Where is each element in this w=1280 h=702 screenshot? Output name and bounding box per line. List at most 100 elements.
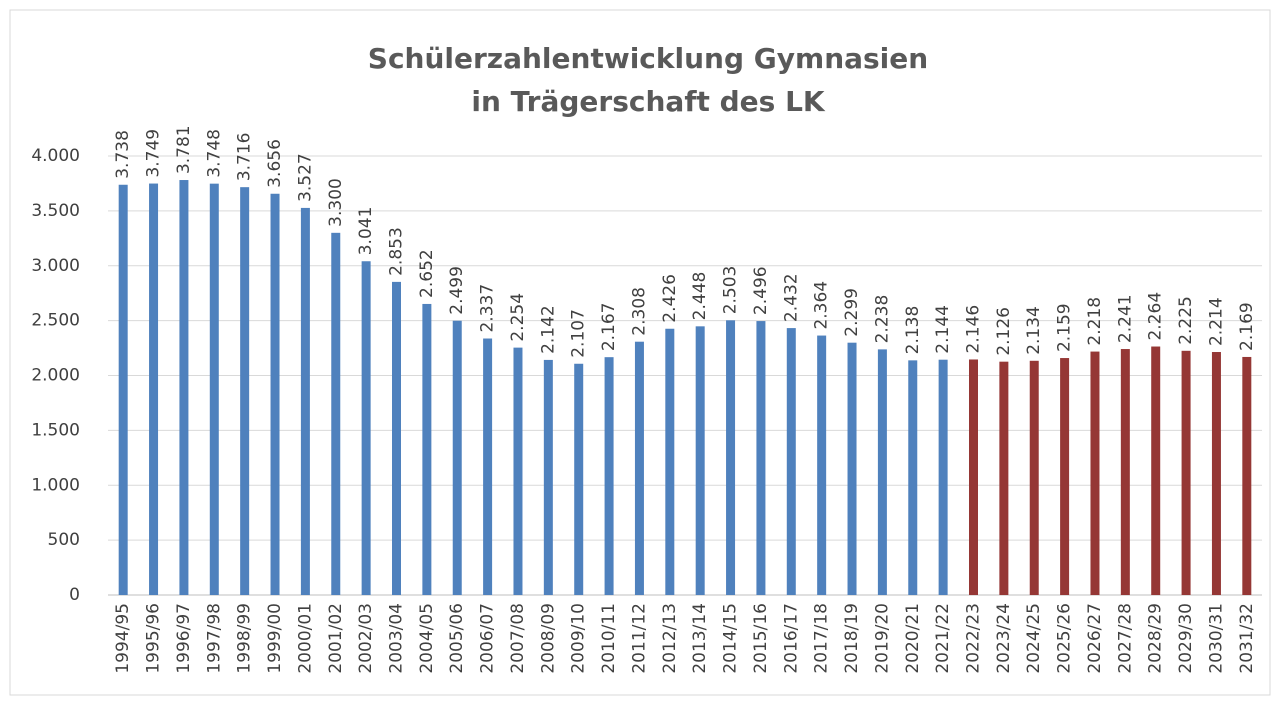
bar <box>513 347 523 595</box>
x-tick-label: 2025/26 <box>1055 603 1075 674</box>
data-label: 2.432 <box>781 273 801 322</box>
data-label: 3.716 <box>235 132 255 181</box>
bar <box>665 328 675 595</box>
data-label: 2.238 <box>872 295 892 344</box>
x-tick-label: 2005/06 <box>447 603 467 674</box>
x-tick-label: 2007/08 <box>508 603 528 674</box>
bar <box>1242 356 1252 595</box>
bar <box>847 342 857 595</box>
data-label: 2.254 <box>508 293 528 342</box>
data-label: 2.144 <box>933 305 953 354</box>
x-tick-label: 2031/32 <box>1237 603 1257 674</box>
x-tick-label: 2020/21 <box>903 603 923 674</box>
bar <box>756 321 766 595</box>
data-label: 2.299 <box>842 288 862 337</box>
chart-title: Schülerzahlentwicklung Gymnasien <box>368 42 928 75</box>
data-label: 2.337 <box>478 284 498 333</box>
bar <box>270 193 280 595</box>
x-tick-label: 2018/19 <box>842 603 862 674</box>
x-tick-label: 2019/20 <box>872 603 892 674</box>
y-tick-label: 0 <box>69 585 80 605</box>
bar <box>240 187 250 595</box>
x-tick-label: 2030/31 <box>1206 603 1226 674</box>
data-label: 3.748 <box>204 129 224 178</box>
data-label: 2.499 <box>447 266 467 315</box>
data-label: 2.448 <box>690 272 710 321</box>
bar <box>634 341 644 595</box>
bar <box>938 359 948 595</box>
bar <box>786 328 796 595</box>
x-tick-label: 2011/12 <box>629 603 649 674</box>
x-tick-label: 2023/24 <box>994 603 1014 674</box>
data-label: 2.652 <box>417 249 437 298</box>
bar <box>1060 358 1070 595</box>
x-tick-label: 2024/25 <box>1024 603 1044 674</box>
x-tick-label: 2009/10 <box>569 603 589 674</box>
bar <box>604 357 614 595</box>
bar <box>1090 351 1100 595</box>
data-label: 3.781 <box>174 125 194 174</box>
bar <box>300 207 310 595</box>
data-label: 2.146 <box>964 305 984 354</box>
x-tick-label: 2029/30 <box>1176 603 1196 674</box>
bar <box>452 320 462 595</box>
x-tick-label: 2012/13 <box>660 603 680 674</box>
data-label: 2.167 <box>599 302 619 351</box>
bar <box>969 359 978 595</box>
data-label: 2.159 <box>1055 303 1075 352</box>
x-tick-label: 2028/29 <box>1146 603 1166 674</box>
data-label: 2.241 <box>1115 294 1135 343</box>
bar <box>1029 360 1039 595</box>
bar <box>726 320 736 595</box>
x-tick-label: 2008/09 <box>538 603 558 674</box>
data-label: 3.738 <box>113 130 133 179</box>
bar <box>1151 346 1161 595</box>
x-tick-label: 2000/01 <box>295 603 315 674</box>
bar <box>877 349 887 595</box>
bar <box>1181 350 1191 595</box>
data-label: 2.264 <box>1146 292 1166 341</box>
x-tick-label: 2014/15 <box>721 603 741 674</box>
bar <box>1120 349 1130 595</box>
y-tick-label: 1.500 <box>31 420 80 440</box>
y-tick-label: 3.000 <box>31 256 80 276</box>
bar <box>392 281 401 595</box>
bar <box>118 184 128 595</box>
x-tick-label: 1997/98 <box>204 603 224 674</box>
data-label: 2.142 <box>538 305 558 354</box>
x-tick-label: 2004/05 <box>417 603 437 674</box>
data-label: 3.300 <box>326 178 346 227</box>
bar <box>695 326 705 595</box>
data-label: 3.041 <box>356 207 376 256</box>
x-tick-label: 1998/99 <box>235 603 255 674</box>
bar <box>331 232 341 595</box>
data-label: 2.308 <box>629 287 649 336</box>
bar <box>483 338 493 595</box>
bar <box>361 261 371 595</box>
data-label: 2.126 <box>994 307 1014 356</box>
data-label: 2.138 <box>903 306 923 355</box>
y-tick-label: 4.000 <box>31 146 80 166</box>
bar <box>422 303 432 595</box>
x-tick-label: 2015/16 <box>751 603 771 674</box>
y-tick-label: 1.000 <box>31 475 80 495</box>
bar <box>999 361 1009 595</box>
bar <box>543 359 553 595</box>
data-label: 3.656 <box>265 139 285 188</box>
data-label: 2.134 <box>1024 306 1044 355</box>
y-tick-label: 2.500 <box>31 311 80 331</box>
bar <box>149 183 159 596</box>
y-tick-label: 2.000 <box>31 366 80 386</box>
bar <box>1211 352 1221 595</box>
x-tick-label: 2021/22 <box>933 603 953 674</box>
data-label: 2.503 <box>721 266 741 315</box>
data-label: 2.169 <box>1237 302 1257 351</box>
x-tick-label: 2010/11 <box>599 603 619 674</box>
data-label: 2.496 <box>751 266 771 315</box>
x-tick-label: 1999/00 <box>265 603 285 674</box>
x-tick-label: 1994/95 <box>113 603 133 674</box>
x-tick-label: 2001/02 <box>326 603 346 674</box>
x-tick-label: 2027/28 <box>1115 603 1135 674</box>
x-tick-label: 2022/23 <box>964 603 984 674</box>
